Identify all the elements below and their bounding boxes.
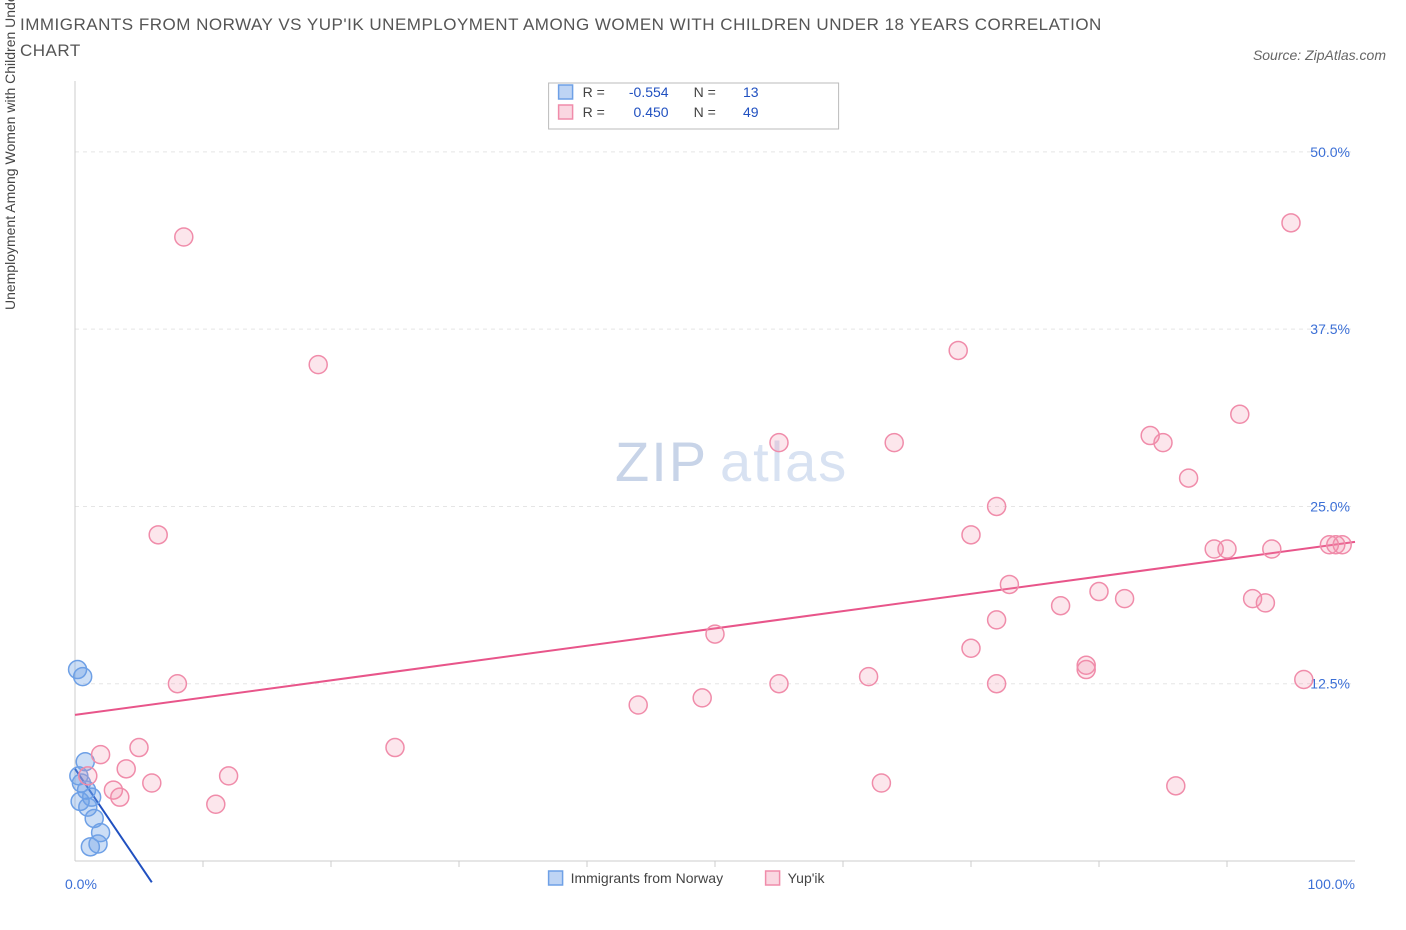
point-yupik xyxy=(386,739,404,757)
legend-r-value: 0.450 xyxy=(634,104,669,120)
point-yupik xyxy=(130,739,148,757)
watermark-zip: ZIP xyxy=(615,430,708,493)
point-yupik xyxy=(706,625,724,643)
point-yupik xyxy=(872,774,890,792)
chart-container: Unemployment Among Women with Children U… xyxy=(20,71,1386,911)
point-yupik xyxy=(629,696,647,714)
x-tick-right: 100.0% xyxy=(1308,876,1355,892)
point-norway xyxy=(69,661,87,679)
legend-swatch-norway xyxy=(559,85,573,99)
bottom-swatch-norway xyxy=(549,871,563,885)
point-yupik xyxy=(988,611,1006,629)
point-yupik xyxy=(309,356,327,374)
legend-r-label: R = xyxy=(583,84,605,100)
point-yupik xyxy=(885,434,903,452)
point-yupik xyxy=(143,774,161,792)
point-yupik xyxy=(79,767,97,785)
point-yupik xyxy=(1333,536,1351,554)
chart-title: IMMIGRANTS FROM NORWAY VS YUP'IK UNEMPLO… xyxy=(20,12,1120,63)
point-yupik xyxy=(693,689,711,707)
point-yupik xyxy=(1167,777,1185,795)
source-name: ZipAtlas.com xyxy=(1305,47,1386,63)
point-yupik xyxy=(962,526,980,544)
point-yupik xyxy=(860,668,878,686)
legend-n-value: 13 xyxy=(743,84,759,100)
legend-n-label: N = xyxy=(694,104,716,120)
x-tick-left: 0.0% xyxy=(65,876,97,892)
source-label: Source: xyxy=(1253,47,1301,63)
y-tick-label: 12.5% xyxy=(1310,676,1350,692)
point-yupik xyxy=(1052,597,1070,615)
point-yupik xyxy=(111,788,129,806)
point-yupik xyxy=(770,675,788,693)
point-norway xyxy=(81,838,99,856)
point-yupik xyxy=(1180,469,1198,487)
bottom-swatch-yupik xyxy=(766,871,780,885)
legend-n-label: N = xyxy=(694,84,716,100)
y-tick-label: 50.0% xyxy=(1310,144,1350,160)
point-yupik xyxy=(1116,590,1134,608)
point-yupik xyxy=(1263,540,1281,558)
legend-r-value: -0.554 xyxy=(629,84,669,100)
point-yupik xyxy=(207,795,225,813)
bottom-legend-label: Immigrants from Norway xyxy=(571,870,723,886)
point-yupik xyxy=(168,675,186,693)
point-yupik xyxy=(988,675,1006,693)
point-yupik xyxy=(1154,434,1172,452)
y-tick-label: 37.5% xyxy=(1310,321,1350,337)
y-tick-label: 25.0% xyxy=(1310,498,1350,514)
scatter-plot: 12.5%25.0%37.5%50.0%ZIPatlas0.0%100.0%R … xyxy=(20,71,1386,911)
point-yupik xyxy=(92,746,110,764)
source-credit: Source: ZipAtlas.com xyxy=(1253,47,1386,63)
legend-n-value: 49 xyxy=(743,104,759,120)
point-yupik xyxy=(1218,540,1236,558)
point-yupik xyxy=(1231,405,1249,423)
point-yupik xyxy=(1000,575,1018,593)
point-yupik xyxy=(1295,670,1313,688)
legend-swatch-yupik xyxy=(559,105,573,119)
y-axis-label: Unemployment Among Women with Children U… xyxy=(2,0,18,310)
header-row: IMMIGRANTS FROM NORWAY VS YUP'IK UNEMPLO… xyxy=(20,12,1386,63)
bottom-legend-label: Yup'ik xyxy=(788,870,826,886)
point-yupik xyxy=(770,434,788,452)
point-yupik xyxy=(1077,656,1095,674)
point-yupik xyxy=(1282,214,1300,232)
legend-r-label: R = xyxy=(583,104,605,120)
point-yupik xyxy=(949,341,967,359)
point-yupik xyxy=(220,767,238,785)
point-norway xyxy=(83,788,101,806)
point-yupik xyxy=(962,639,980,657)
point-yupik xyxy=(1256,594,1274,612)
point-yupik xyxy=(117,760,135,778)
point-yupik xyxy=(1090,583,1108,601)
point-yupik xyxy=(988,497,1006,515)
point-yupik xyxy=(175,228,193,246)
point-yupik xyxy=(149,526,167,544)
